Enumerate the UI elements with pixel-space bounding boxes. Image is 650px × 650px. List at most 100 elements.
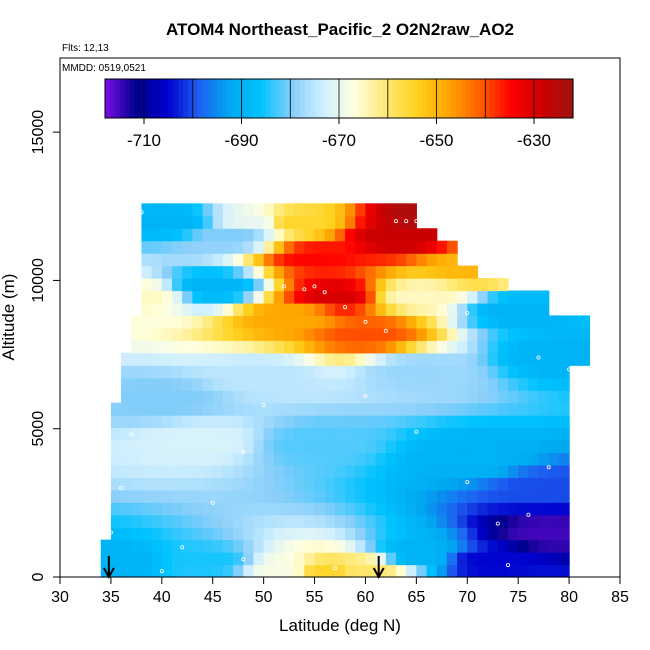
- heatmap-cell: [243, 489, 255, 503]
- heatmap-cell: [161, 265, 173, 279]
- heatmap-cell: [253, 203, 265, 217]
- heatmap-cell: [355, 402, 367, 416]
- colorbar-segment: [495, 79, 501, 118]
- heatmap-cell: [467, 390, 479, 404]
- heatmap-cell: [263, 415, 275, 429]
- colorbar-tick-label: -650: [419, 131, 453, 150]
- heatmap-cell: [334, 365, 346, 379]
- heatmap-cell: [446, 315, 458, 329]
- heatmap-cell: [273, 215, 285, 229]
- heatmap-cell: [436, 552, 448, 566]
- colorbar-segment: [158, 79, 165, 118]
- heatmap-cell: [426, 439, 438, 454]
- heatmap-cell: [355, 502, 367, 516]
- heatmap-cell: [314, 552, 326, 566]
- heatmap-cell: [110, 514, 122, 528]
- heatmap-cell: [518, 352, 529, 366]
- heatmap-cell: [151, 514, 163, 528]
- heatmap-cell: [385, 489, 397, 503]
- heatmap-cell: [243, 327, 255, 341]
- heatmap-cell: [467, 452, 479, 466]
- observation-point: [261, 402, 266, 407]
- heatmap-cell: [396, 253, 407, 267]
- heatmap-cell: [365, 253, 377, 267]
- heatmap-cell: [396, 489, 407, 503]
- heatmap-cell: [396, 464, 407, 478]
- heatmap-cell: [396, 477, 407, 491]
- heatmap-cell: [385, 340, 397, 354]
- heatmap-cell: [151, 290, 163, 304]
- colorbar-segment: [290, 79, 296, 118]
- heatmap-cell: [365, 427, 377, 441]
- heatmap-cell: [151, 539, 163, 553]
- heatmap-cell: [172, 278, 183, 292]
- heatmap-cell: [273, 240, 285, 254]
- heatmap-cell: [212, 228, 224, 242]
- heatmap-cell: [284, 352, 295, 366]
- heatmap-cell: [396, 539, 407, 553]
- heatmap-cell: [273, 502, 285, 516]
- colorbar-segment: [558, 79, 564, 118]
- heatmap-cell: [579, 315, 591, 329]
- heatmap-cell: [172, 402, 183, 416]
- colorbar-segment: [412, 79, 418, 118]
- heatmap-cell: [477, 527, 489, 541]
- heatmap-cell: [375, 539, 387, 553]
- heatmap-cell: [375, 327, 387, 341]
- heatmap-cell: [436, 352, 448, 366]
- colorbar-segment: [470, 79, 477, 118]
- heatmap-cell: [222, 477, 234, 491]
- heatmap-cell: [406, 203, 417, 217]
- colorbar-segment: [378, 79, 384, 118]
- heatmap-cell: [161, 240, 173, 254]
- heatmap-cell: [131, 452, 143, 466]
- heatmap-cell: [212, 253, 224, 267]
- heatmap-cell: [324, 502, 336, 516]
- colorbar-segment: [485, 79, 491, 118]
- heatmap-cell: [457, 290, 468, 304]
- heatmap-cell: [222, 365, 234, 379]
- heatmap-cell: [426, 340, 438, 354]
- heatmap-cell: [365, 327, 377, 341]
- heatmap-cell: [161, 415, 173, 429]
- heatmap-cell: [457, 427, 468, 441]
- heatmap-cell: [416, 477, 428, 491]
- observation-point: [241, 450, 246, 455]
- heatmap-cell: [385, 203, 397, 217]
- heatmap-cell: [212, 390, 224, 404]
- heatmap-cell: [457, 539, 468, 553]
- heatmap-cell: [426, 302, 438, 317]
- heatmap-cell: [222, 552, 234, 566]
- heatmap-cell: [243, 278, 255, 292]
- heatmap-cell: [487, 477, 499, 491]
- observation-point: [465, 480, 470, 485]
- heatmap-cell: [334, 452, 346, 466]
- heatmap-cell: [345, 240, 356, 254]
- heatmap-cell: [518, 290, 529, 304]
- heatmap-cell: [487, 514, 499, 528]
- heatmap-cell: [192, 253, 204, 267]
- heatmap-cell: [334, 228, 346, 242]
- heatmap-cell: [324, 489, 336, 503]
- heatmap-cell: [467, 502, 479, 516]
- heatmap-cell: [365, 240, 377, 254]
- heatmap-cell: [528, 439, 540, 454]
- colorbar-segment: [241, 79, 247, 118]
- heatmap-cell: [192, 489, 204, 503]
- heatmap-cell: [314, 464, 326, 478]
- heatmap-cell: [406, 464, 417, 478]
- heatmap-cell: [141, 203, 153, 217]
- heatmap-cell: [131, 464, 143, 478]
- heatmap-cell: [141, 427, 153, 441]
- heatmap-cell: [538, 302, 550, 317]
- colorbar-segment: [504, 79, 511, 118]
- heatmap-cell: [314, 240, 326, 254]
- heatmap-cell: [304, 502, 316, 516]
- heatmap-cell: [436, 340, 448, 354]
- heatmap-cell: [182, 377, 193, 391]
- heatmap-cell: [365, 290, 377, 304]
- heatmap-cell: [314, 427, 326, 441]
- heatmap-cell: [416, 265, 428, 279]
- heatmap-cell: [385, 265, 397, 279]
- heatmap-cell: [324, 290, 336, 304]
